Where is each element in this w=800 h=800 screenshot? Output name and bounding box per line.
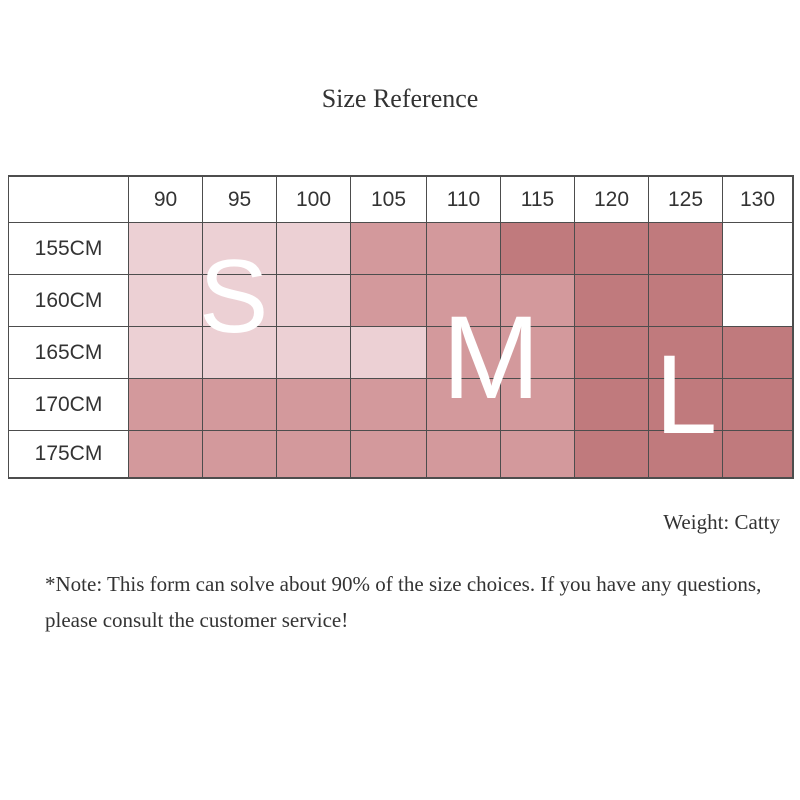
size-cell xyxy=(427,275,501,327)
weight-header-cell: 105 xyxy=(351,177,427,223)
size-cell xyxy=(351,223,427,275)
size-cell xyxy=(723,275,793,327)
size-cell xyxy=(575,431,649,478)
weight-unit-label: Weight: Catty xyxy=(663,510,780,534)
size-note: *Note: This form can solve about 90% of … xyxy=(45,572,762,632)
size-cell xyxy=(427,327,501,379)
height-header-cell: 170CM xyxy=(9,379,129,431)
weight-header-cell: 110 xyxy=(427,177,501,223)
height-header-cell: 155CM xyxy=(9,223,129,275)
size-cell xyxy=(129,379,203,431)
size-cell xyxy=(203,275,277,327)
size-cell xyxy=(501,379,575,431)
size-cell xyxy=(129,431,203,478)
weight-header-cell: 115 xyxy=(501,177,575,223)
size-cell xyxy=(277,223,351,275)
size-cell xyxy=(501,327,575,379)
size-cell xyxy=(277,431,351,478)
size-cell xyxy=(427,223,501,275)
size-cell xyxy=(723,327,793,379)
size-cell xyxy=(129,223,203,275)
height-header-cell: 175CM xyxy=(9,431,129,478)
weight-header-cell: 100 xyxy=(277,177,351,223)
size-cell xyxy=(575,327,649,379)
table-corner-cell xyxy=(9,177,129,223)
size-cell xyxy=(351,275,427,327)
height-header-cell: 160CM xyxy=(9,275,129,327)
size-cell xyxy=(203,327,277,379)
size-cell xyxy=(723,223,793,275)
size-cell xyxy=(723,431,793,478)
weight-header-cell: 95 xyxy=(203,177,277,223)
size-cell xyxy=(723,379,793,431)
size-cell xyxy=(501,223,575,275)
size-cell xyxy=(575,223,649,275)
height-header-cell: 165CM xyxy=(9,327,129,379)
size-cell xyxy=(351,431,427,478)
size-cell xyxy=(129,327,203,379)
size-cell xyxy=(351,327,427,379)
size-cell xyxy=(277,275,351,327)
size-cell xyxy=(649,327,723,379)
size-chart-table: 90 95 100 105 110 115 120 125 130 155CM 160CM 165CM… xyxy=(8,175,794,479)
size-cell xyxy=(203,223,277,275)
size-cell xyxy=(649,431,723,478)
weight-header-cell: 120 xyxy=(575,177,649,223)
size-cell xyxy=(427,379,501,431)
size-cell xyxy=(649,379,723,431)
size-cell xyxy=(501,431,575,478)
weight-header-cell: 130 xyxy=(723,177,793,223)
size-cell xyxy=(427,431,501,478)
size-cell xyxy=(277,379,351,431)
size-cell xyxy=(203,379,277,431)
weight-header-cell: 125 xyxy=(649,177,723,223)
size-cell xyxy=(277,327,351,379)
size-cell xyxy=(649,223,723,275)
size-cell xyxy=(351,379,427,431)
size-cell xyxy=(129,275,203,327)
size-cell xyxy=(649,275,723,327)
size-cell xyxy=(575,379,649,431)
size-cell xyxy=(203,431,277,478)
weight-header-cell: 90 xyxy=(129,177,203,223)
size-cell xyxy=(501,275,575,327)
page-title: Size Reference xyxy=(321,84,479,113)
size-cell xyxy=(575,275,649,327)
